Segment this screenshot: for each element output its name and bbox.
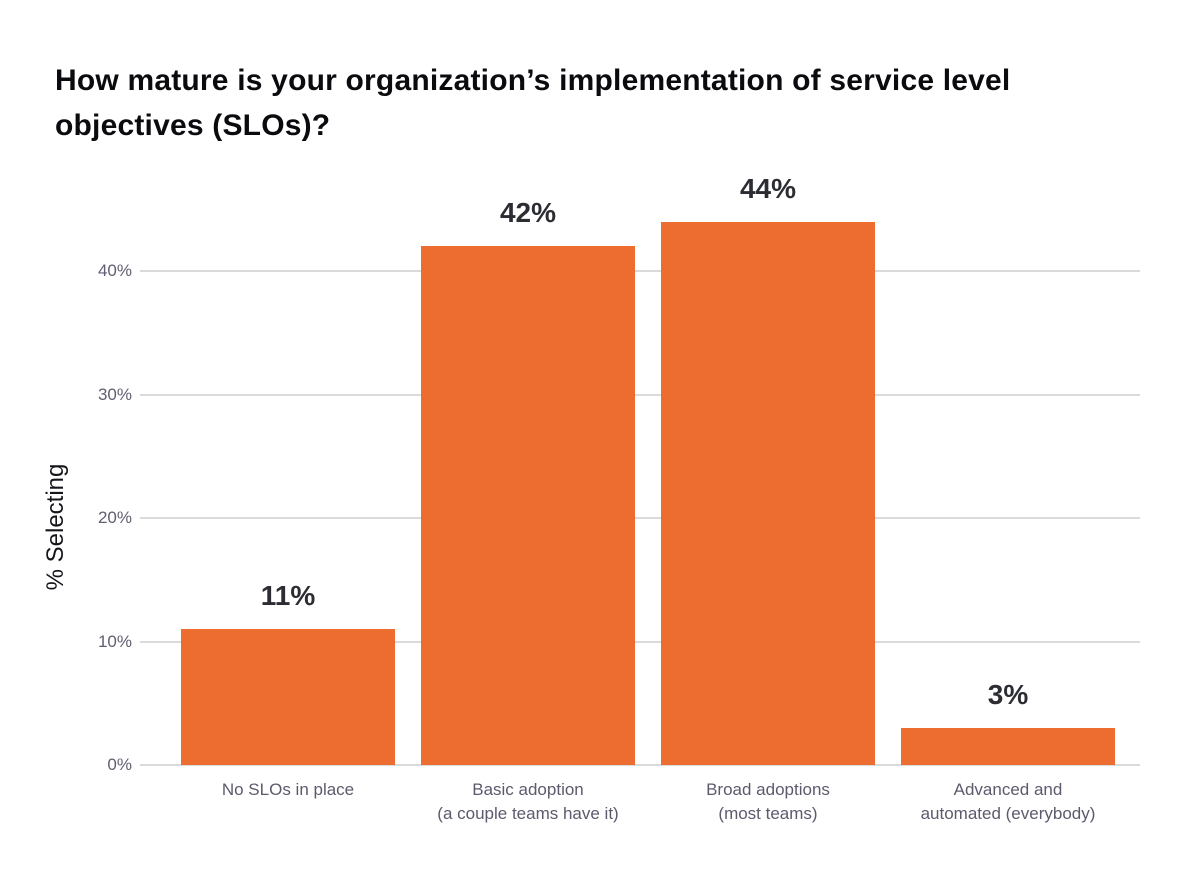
x-category-label: Advanced and automated (everybody)	[883, 778, 1133, 826]
bar-value-label: 11%	[260, 580, 316, 612]
y-tick-label: 20%	[97, 508, 132, 527]
x-category-label: Basic adoption (a couple teams have it)	[403, 778, 653, 826]
y-tick-label: 40%	[97, 261, 132, 280]
x-category-label-line: automated (everybody)	[920, 804, 1096, 823]
y-tick-label: 30%	[97, 384, 132, 404]
x-category-label: Broad adoptions (most teams)	[643, 778, 893, 826]
gridline	[140, 517, 1140, 519]
gridline	[140, 393, 1140, 396]
x-category-label-line: (most teams)	[718, 804, 818, 823]
x-category-label-line: No SLOs in place	[221, 780, 355, 799]
bar	[181, 629, 395, 765]
bar-value-label: 42%	[499, 197, 557, 229]
y-tick-label: 0%	[107, 755, 132, 774]
gridline	[140, 270, 1140, 272]
chart-title: How mature is your organization’s implem…	[55, 64, 1011, 142]
x-category-label-line: Broad adoptions	[706, 780, 830, 799]
x-category-label-line: Basic adoption	[472, 780, 584, 799]
x-category-label-line: (a couple teams have it)	[437, 804, 619, 823]
gridline	[140, 640, 1140, 643]
bar	[901, 727, 1115, 765]
bar	[661, 221, 875, 765]
bar-value-label: 44%	[739, 172, 797, 204]
y-tick-label: 10%	[97, 631, 132, 651]
bar-value-label: 3%	[987, 678, 1029, 710]
bar	[421, 246, 635, 765]
x-category-label-line: Advanced and	[953, 780, 1063, 799]
gridline	[140, 764, 1140, 766]
x-category-label: No SLOs in place	[163, 778, 413, 802]
